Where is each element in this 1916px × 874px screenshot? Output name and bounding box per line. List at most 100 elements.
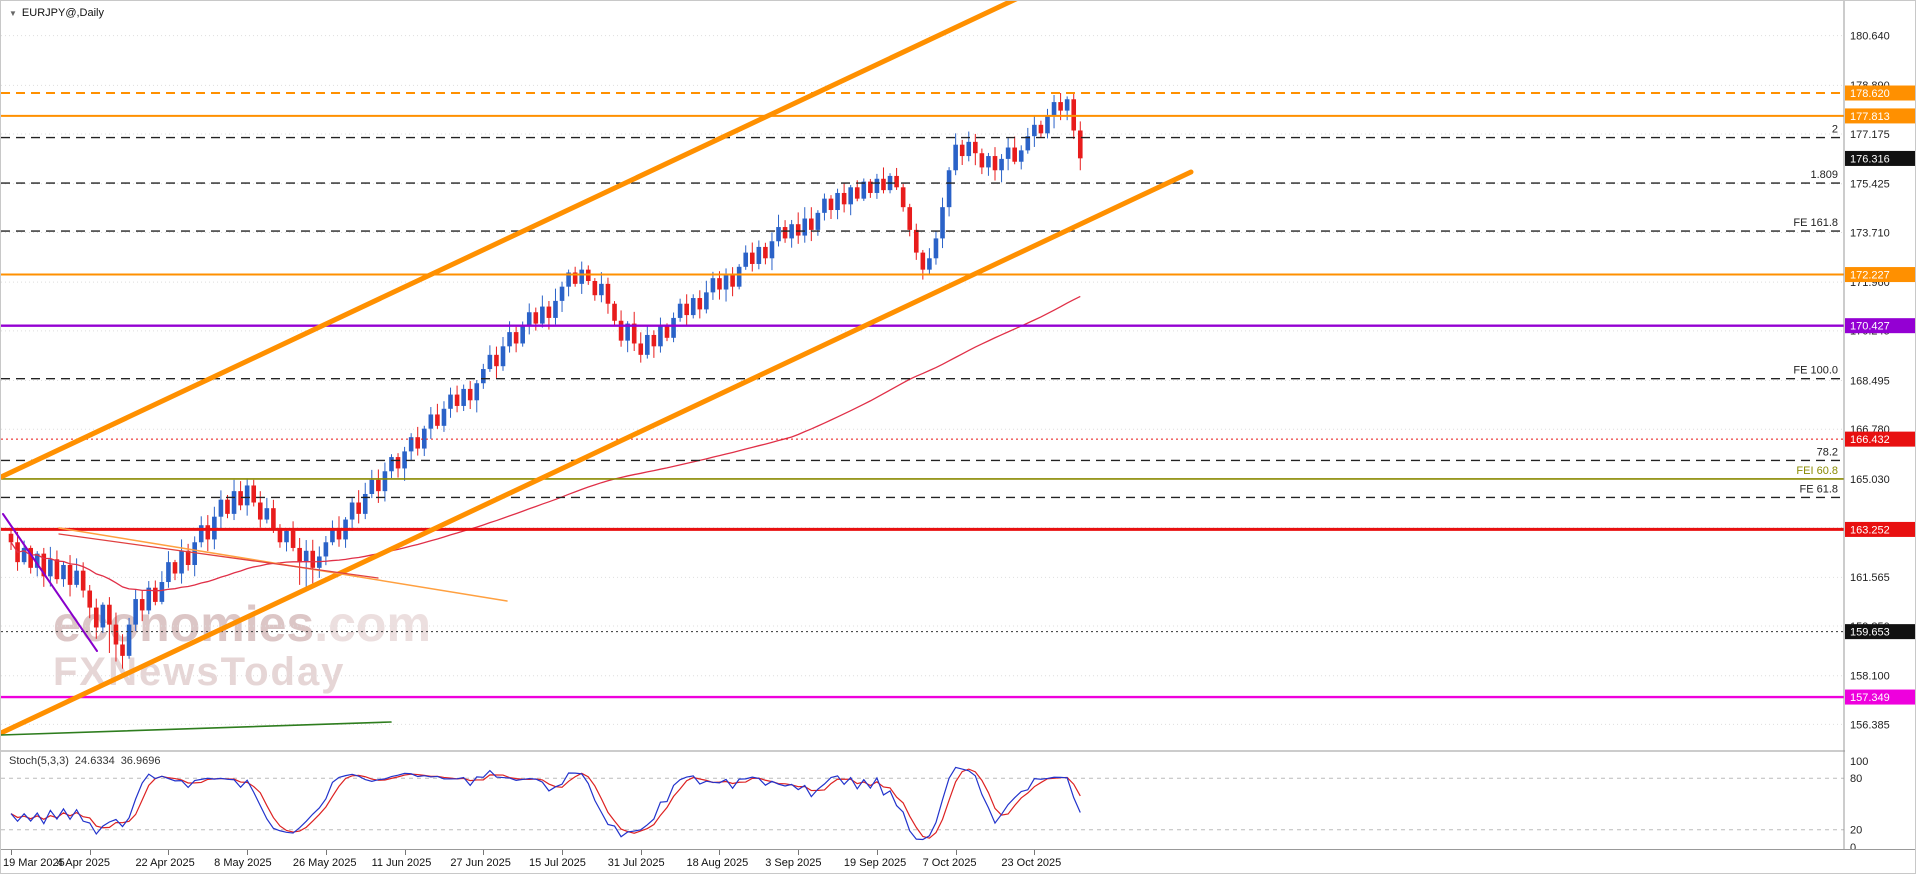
price-badge bbox=[1845, 689, 1915, 705]
candle bbox=[205, 515, 211, 552]
candle bbox=[166, 551, 171, 588]
candle bbox=[795, 212, 801, 244]
symbol-timeframe-label[interactable]: ▼ EURJPY@,Daily bbox=[9, 7, 104, 19]
candle bbox=[927, 248, 932, 276]
candle bbox=[802, 207, 808, 243]
candle bbox=[736, 264, 742, 290]
symbol-text: EURJPY@,Daily bbox=[21, 7, 104, 19]
level-label: 2 bbox=[1832, 124, 1838, 136]
candle bbox=[336, 516, 342, 547]
price-badge-value: 163.252 bbox=[1850, 524, 1890, 536]
date-label: 8 May 2025 bbox=[214, 857, 272, 869]
time-tick bbox=[719, 850, 721, 855]
candle bbox=[185, 543, 191, 571]
candle bbox=[290, 521, 296, 552]
price-chart-canvas[interactable]: 2 1.809 FE 161.8 FE 100.0 78.2 FEI 60.8 FE 61.… bbox=[1, 1, 1916, 849]
date-label: 26 May 2025 bbox=[292, 857, 357, 869]
price-badge-value: 172.227 bbox=[1850, 269, 1890, 281]
candle bbox=[730, 267, 735, 297]
price-badge-value: 157.349 bbox=[1850, 692, 1890, 704]
candle bbox=[198, 516, 204, 548]
baseline-green[interactable] bbox=[1, 721, 392, 736]
time-tick bbox=[562, 850, 564, 855]
candle bbox=[343, 517, 348, 548]
date-label: 4 Apr 2025 bbox=[56, 857, 110, 869]
stoch-axis-label: 80 bbox=[1850, 773, 1862, 785]
candle bbox=[179, 539, 184, 584]
candle bbox=[74, 558, 79, 588]
candle bbox=[113, 612, 119, 662]
time-tick bbox=[876, 850, 878, 855]
candle bbox=[303, 540, 309, 590]
price-tick: 173.710 bbox=[1850, 227, 1890, 239]
stoch-name: Stoch(5,3,3) bbox=[9, 755, 69, 767]
candle bbox=[389, 454, 394, 478]
candle bbox=[861, 178, 867, 201]
time-tick bbox=[798, 850, 800, 855]
candle bbox=[415, 426, 421, 456]
dropdown-arrow-icon[interactable]: ▼ bbox=[9, 8, 17, 18]
candle bbox=[264, 497, 270, 524]
candle bbox=[369, 469, 375, 499]
time-tick bbox=[89, 850, 91, 855]
price-axis: 180.640178.890177.175175.425173.710171.9… bbox=[1843, 1, 1915, 849]
candle bbox=[953, 133, 958, 176]
candle bbox=[704, 280, 709, 314]
price-tick: 180.640 bbox=[1850, 30, 1890, 42]
candle bbox=[789, 219, 794, 248]
candle bbox=[225, 494, 230, 519]
time-tick bbox=[404, 850, 406, 855]
candle bbox=[1051, 94, 1057, 129]
candle bbox=[408, 433, 414, 461]
candle bbox=[592, 278, 598, 301]
candle bbox=[1005, 138, 1011, 171]
date-label: 19 Sep 2025 bbox=[843, 857, 907, 869]
candle bbox=[1025, 127, 1031, 154]
channel-upper-trendline[interactable] bbox=[1, 1, 1033, 480]
candle bbox=[356, 490, 361, 524]
candle bbox=[100, 602, 106, 633]
candle bbox=[769, 232, 775, 271]
candle bbox=[986, 152, 991, 176]
candle bbox=[881, 167, 886, 194]
price-tick: 168.495 bbox=[1850, 375, 1890, 387]
candle bbox=[172, 559, 178, 581]
date-label: 15 Jul 2025 bbox=[529, 857, 586, 869]
candle bbox=[559, 281, 565, 312]
time-axis[interactable]: 19 Mar 2025 4 Apr 2025 22 Apr 2025 8 May 20… bbox=[1, 849, 1915, 873]
price-badge bbox=[1845, 150, 1915, 166]
channel-lower-trendline[interactable] bbox=[1, 169, 1194, 736]
candle bbox=[533, 307, 539, 331]
candle bbox=[323, 536, 329, 566]
candle bbox=[8, 530, 14, 551]
candle bbox=[553, 288, 558, 325]
date-label: 19 Mar 2025 bbox=[3, 857, 65, 869]
candle bbox=[946, 167, 952, 217]
candle bbox=[395, 453, 401, 478]
price-badge-value: 166.432 bbox=[1850, 434, 1890, 446]
candle bbox=[1012, 136, 1017, 165]
candle bbox=[238, 481, 243, 511]
price-tick: 158.100 bbox=[1850, 671, 1890, 683]
candle bbox=[756, 240, 762, 270]
time-tick bbox=[640, 850, 642, 855]
minor-downtrend-red[interactable] bbox=[58, 533, 379, 579]
candle bbox=[93, 598, 99, 639]
candle bbox=[54, 550, 60, 584]
candle bbox=[973, 133, 978, 166]
date-label: 27 Jun 2025 bbox=[450, 857, 511, 869]
price-badge-value: 170.427 bbox=[1850, 321, 1890, 333]
price-badge bbox=[1845, 431, 1915, 447]
candle bbox=[540, 295, 545, 328]
candle bbox=[828, 195, 834, 220]
candle bbox=[41, 547, 47, 587]
candle bbox=[349, 498, 355, 531]
impulse-line-purple[interactable] bbox=[2, 513, 98, 652]
candle bbox=[474, 380, 480, 413]
candle bbox=[271, 499, 276, 533]
candle bbox=[107, 597, 112, 654]
candle bbox=[257, 491, 263, 528]
price-badge bbox=[1845, 108, 1915, 124]
candle bbox=[48, 546, 53, 587]
